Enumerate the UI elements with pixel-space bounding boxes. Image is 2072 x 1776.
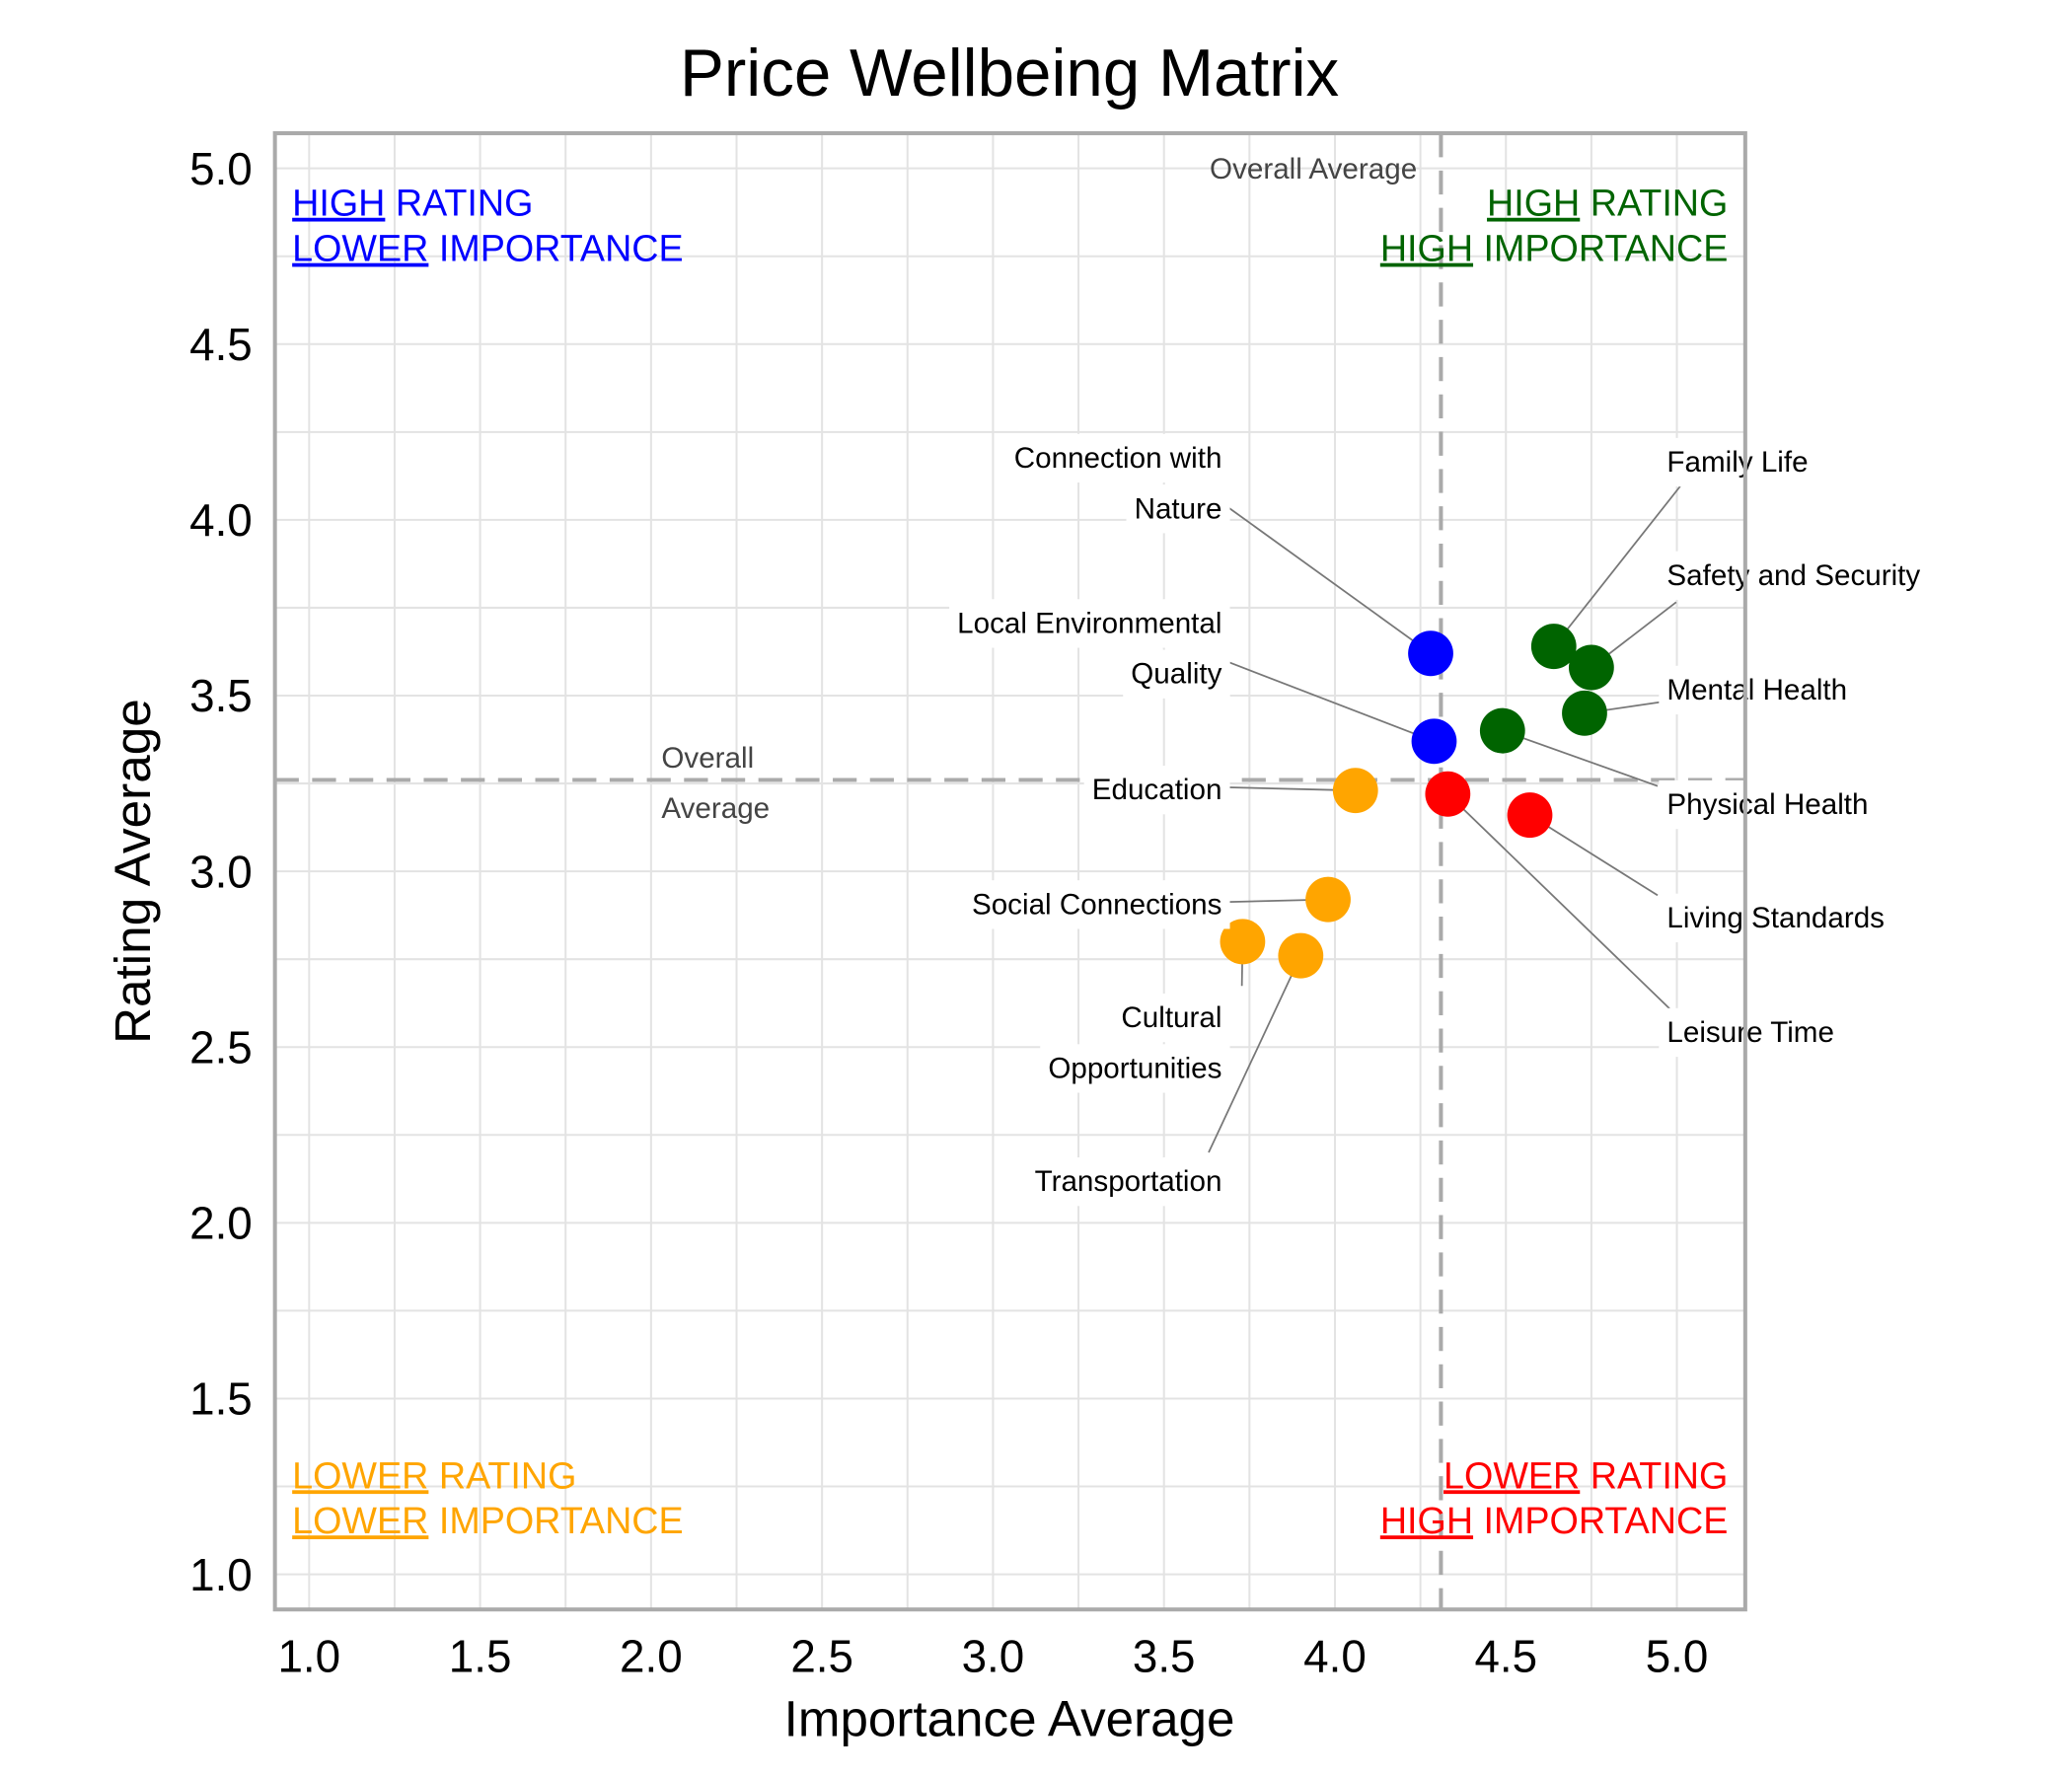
y-tick-label: 4.0: [189, 495, 253, 546]
leader-line: [1208, 955, 1302, 1153]
x-axis-label: Importance Average: [784, 1690, 1235, 1746]
x-average-label: Overall Average: [1210, 153, 1417, 185]
point-label: Quality: [1131, 658, 1221, 691]
data-point: [1305, 876, 1351, 923]
label-background: [1083, 766, 1230, 815]
point-label: Leisure Time: [1666, 1016, 1834, 1049]
quadrant-label-lower-rating-high-importance: LOWER RATING: [1443, 1454, 1728, 1496]
label-background: [1659, 665, 1856, 715]
label-background: [1026, 1157, 1230, 1207]
point-label: Family Life: [1666, 446, 1808, 479]
x-tick-label: 5.0: [1646, 1632, 1709, 1682]
y-tick-label: 4.5: [189, 320, 253, 370]
data-point: [1530, 624, 1577, 670]
quadrant-label-lower-rating-high-importance: HIGH IMPORTANCE: [1380, 1500, 1729, 1541]
data-point: [1408, 630, 1453, 677]
y-average-label: Overall: [661, 742, 754, 775]
point-label: Nature: [1135, 492, 1222, 525]
point-label: Physical Health: [1666, 788, 1868, 821]
data-point: [1411, 718, 1457, 765]
data-point: [1569, 644, 1614, 691]
x-tick-label: 1.0: [277, 1632, 340, 1682]
y-tick-label: 1.5: [189, 1374, 253, 1425]
point-label: Mental Health: [1666, 674, 1847, 706]
label-background: [1113, 993, 1230, 1043]
reference-lines: Overall Average Overall Average: [274, 133, 1745, 1610]
x-tick-label: 4.0: [1303, 1632, 1367, 1682]
x-tick-label: 3.0: [962, 1632, 1025, 1682]
data-point: [1425, 771, 1471, 817]
x-tick-label: 2.5: [790, 1632, 853, 1682]
label-background: [1123, 649, 1230, 699]
y-average-label: Average: [661, 792, 770, 825]
point-label: Safety and Security: [1666, 559, 1920, 592]
quadrant-label-high-rating-high-importance: HIGH IMPORTANCE: [1380, 228, 1729, 269]
data-point: [1479, 707, 1525, 754]
x-tick-label: 3.5: [1133, 1632, 1196, 1682]
y-axis-label: Rating Average: [105, 699, 161, 1044]
y-tick-label: 5.0: [189, 144, 253, 194]
data-point: [1278, 932, 1324, 979]
label-background: [1126, 484, 1230, 534]
leader-line: [1227, 506, 1432, 654]
data-point: [1332, 768, 1378, 814]
leader-line: [1502, 729, 1659, 787]
label-background: [963, 880, 1230, 929]
plot-frame: [272, 131, 1747, 1612]
leader-lines: [1208, 485, 1681, 1153]
quadrant-label-lower-rating-lower-importance: LOWER RATING: [292, 1454, 576, 1496]
point-label: Local Environmental: [957, 607, 1221, 639]
point-labels: Connection with Nature Local Environmental…: [949, 433, 1929, 1207]
label-background: [1659, 1007, 1843, 1058]
point-label: Living Standards: [1666, 902, 1885, 934]
axis-ticks: 1.0 1.5 2.0 2.5 3.0 3.5 4.0 4.5 5.0 1.0 1.5 2.0 2.5 3…: [189, 144, 1708, 1682]
grid: [274, 133, 1745, 1610]
label-background: [1659, 551, 1929, 600]
quadrant-label-high-rating-lower-importance: HIGH RATING: [292, 183, 533, 224]
leader-line: [1553, 485, 1681, 647]
data-points: [1220, 624, 1614, 979]
data-point: [1220, 919, 1266, 965]
y-tick-label: 2.0: [189, 1198, 253, 1248]
leader-line: [1446, 793, 1670, 1009]
leader-line: [1529, 814, 1659, 897]
y-tick-label: 1.0: [189, 1550, 253, 1600]
label-background: [1659, 779, 1877, 830]
point-label: Education: [1092, 774, 1222, 806]
label-background: [1659, 437, 1816, 487]
leader-line: [1227, 661, 1435, 743]
quadrant-label-lower-rating-lower-importance: LOWER IMPORTANCE: [292, 1500, 684, 1541]
point-label: Connection with: [1014, 442, 1222, 475]
label-background: [949, 599, 1230, 648]
label-background: [1040, 1044, 1230, 1093]
point-label: Transportation: [1035, 1165, 1222, 1198]
data-point: [1562, 690, 1607, 736]
chart-title: Price Wellbeing Matrix: [680, 37, 1339, 111]
point-label: Opportunities: [1048, 1052, 1221, 1084]
point-label: Social Connections: [972, 888, 1221, 921]
x-tick-label: 4.5: [1474, 1632, 1537, 1682]
point-label: Cultural: [1121, 1001, 1221, 1034]
label-background: [1005, 433, 1230, 483]
x-tick-label: 2.0: [620, 1632, 683, 1682]
y-tick-label: 2.5: [189, 1022, 253, 1073]
y-tick-label: 3.5: [189, 671, 253, 721]
data-point: [1507, 792, 1553, 839]
quadrant-label-high-rating-lower-importance: LOWER IMPORTANCE: [292, 228, 684, 269]
quadrant-label-high-rating-high-importance: HIGH RATING: [1487, 183, 1728, 224]
label-background: [1659, 893, 1893, 942]
y-tick-label: 3.0: [189, 847, 253, 897]
x-tick-label: 1.5: [449, 1632, 512, 1682]
